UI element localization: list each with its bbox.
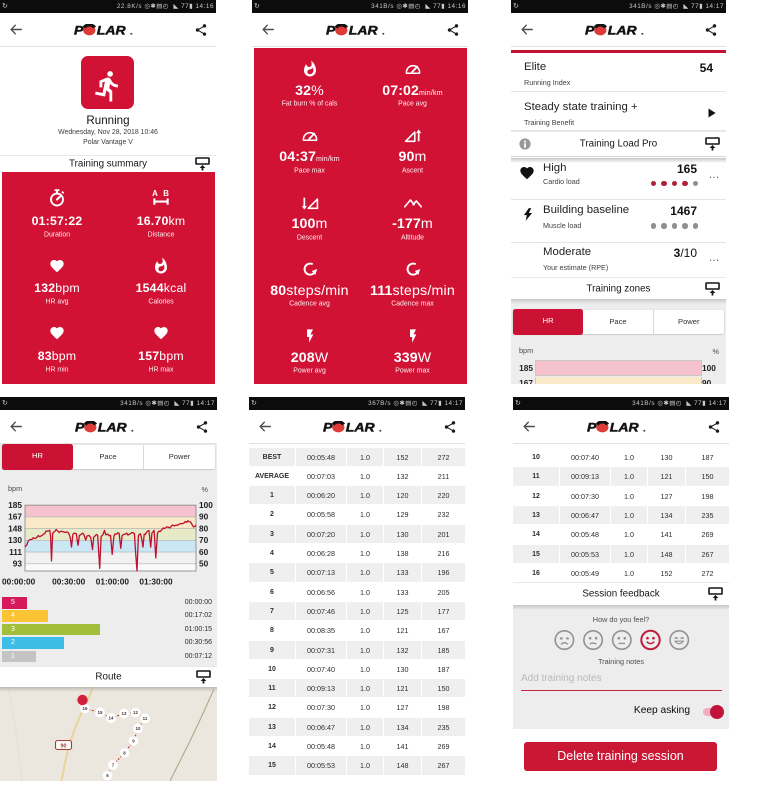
svg-text:50: 50 xyxy=(199,559,209,569)
svg-text:13: 13 xyxy=(122,711,127,716)
svg-text:LAR: LAR xyxy=(349,24,378,36)
svg-text:LAR: LAR xyxy=(607,24,636,36)
svg-text:167: 167 xyxy=(8,512,22,522)
svg-text:01:30:00: 01:30:00 xyxy=(139,577,173,587)
svg-text:7: 7 xyxy=(112,763,115,768)
svg-text:130: 130 xyxy=(8,535,22,545)
svg-text:P: P xyxy=(585,24,595,36)
svg-text:LAR: LAR xyxy=(346,421,375,433)
svg-text:9: 9 xyxy=(132,739,135,744)
svg-text:8: 8 xyxy=(123,751,126,756)
svg-text:14: 14 xyxy=(109,716,114,721)
svg-text:90: 90 xyxy=(199,512,209,522)
svg-text:P: P xyxy=(587,421,597,433)
svg-text:185: 185 xyxy=(8,500,22,510)
svg-text:15: 15 xyxy=(98,710,103,715)
svg-text:B: B xyxy=(163,189,169,198)
svg-text:LAR: LAR xyxy=(610,421,639,433)
svg-text:12: 12 xyxy=(133,710,138,715)
svg-text:11: 11 xyxy=(143,716,148,721)
svg-text:16: 16 xyxy=(83,706,88,711)
svg-text:P: P xyxy=(323,421,333,433)
svg-text:P: P xyxy=(326,24,336,36)
svg-text:10: 10 xyxy=(136,726,141,731)
svg-text:LAR: LAR xyxy=(97,421,126,433)
svg-text:P: P xyxy=(74,24,84,36)
svg-text:70: 70 xyxy=(199,535,209,545)
svg-text:LAR: LAR xyxy=(97,24,126,36)
svg-text:90: 90 xyxy=(61,743,67,749)
svg-text:80: 80 xyxy=(199,523,209,533)
svg-text:60: 60 xyxy=(199,547,209,557)
svg-text:A: A xyxy=(152,189,158,198)
svg-text:6: 6 xyxy=(106,773,109,778)
svg-text:93: 93 xyxy=(13,559,23,569)
svg-text:00:30:00: 00:30:00 xyxy=(52,577,86,587)
svg-text:01:00:00: 01:00:00 xyxy=(96,577,130,587)
svg-text:148: 148 xyxy=(8,523,22,533)
svg-text:111: 111 xyxy=(9,547,22,557)
svg-text:P: P xyxy=(75,421,85,433)
svg-text:100: 100 xyxy=(199,500,213,510)
svg-text:00:00:00: 00:00:00 xyxy=(2,577,36,587)
